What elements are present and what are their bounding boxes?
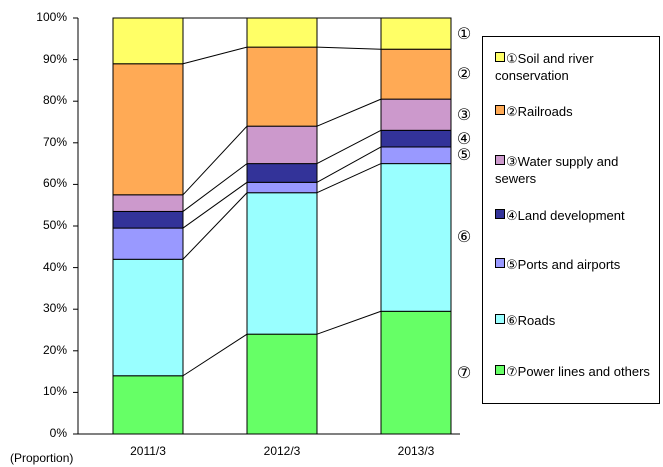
bar-segment	[112, 194, 184, 212]
legend-label: ⑤Ports and airports	[506, 257, 621, 272]
bar-segment	[246, 333, 318, 435]
legend-label: ④Land development	[506, 208, 625, 223]
connector-line	[182, 163, 248, 212]
bar-segment	[112, 375, 184, 435]
series-marker: ①	[456, 25, 472, 43]
legend: ①Soil and river conservation ②Railroads ③W…	[482, 36, 660, 404]
legend-swatch	[495, 314, 505, 324]
y-tick-label: 0%	[49, 426, 67, 440]
legend-label: ①Soil and river conservation	[495, 51, 594, 83]
bar-segment	[380, 48, 452, 100]
connector-line	[182, 181, 248, 229]
bar-segment	[112, 63, 184, 196]
bar-segment	[246, 125, 318, 165]
legend-swatch	[495, 105, 505, 115]
legend-label: ⑦Power lines and others	[506, 364, 650, 379]
legend-item: ⑤Ports and airports	[495, 256, 657, 273]
connector-line	[182, 46, 248, 65]
bar-segment	[380, 98, 452, 131]
legend-item: ④Land development	[495, 207, 657, 224]
unit-note: (Proportion)	[10, 451, 74, 465]
connector-line	[182, 192, 248, 260]
y-axis-tick-marks	[73, 17, 78, 435]
series-marker: ⑥	[456, 229, 472, 247]
x-tick-label: 2012/3	[263, 444, 301, 458]
y-tick-label: 60%	[42, 176, 67, 191]
bar-segment	[246, 163, 318, 183]
legend-swatch	[495, 209, 505, 219]
y-tick-label: 20%	[42, 342, 67, 357]
legend-swatch	[495, 365, 505, 375]
y-tick-label: 50%	[42, 218, 67, 232]
x-tick-label: 2013/3	[397, 444, 435, 458]
bar-segment	[112, 210, 184, 229]
y-tick-label: 30%	[42, 301, 67, 316]
connector-line	[316, 129, 382, 165]
bar-segment	[380, 17, 452, 50]
legend-item: ②Railroads	[495, 103, 657, 120]
bar-segment	[112, 258, 184, 377]
series-connector-lines	[182, 17, 382, 377]
legend-label: ⑥Roads	[506, 313, 556, 328]
series-marker: ②	[456, 66, 472, 84]
series-marker: ④	[456, 130, 472, 148]
connector-line	[182, 125, 248, 196]
bar-segment	[380, 146, 452, 165]
connector-line	[316, 310, 382, 335]
stacked-bars	[112, 17, 452, 435]
bar-segment	[380, 129, 452, 148]
y-tick-label: 90%	[42, 51, 67, 66]
legend-label: ③Water supply and sewers	[495, 154, 619, 186]
bar-segment	[246, 17, 318, 48]
bar-segment	[380, 310, 452, 435]
bar-segment	[246, 46, 318, 127]
series-marker: ③	[456, 106, 472, 124]
y-tick-label: 80%	[42, 93, 67, 108]
connector-line	[316, 163, 382, 194]
bar-segment	[112, 17, 184, 65]
y-tick-label: 100%	[36, 10, 67, 24]
legend-swatch	[495, 258, 505, 268]
legend-swatch	[495, 52, 505, 62]
series-marker: ⑦	[456, 364, 472, 382]
bar-segment	[112, 227, 184, 260]
y-tick-label: 40%	[42, 259, 67, 274]
legend-label: ②Railroads	[506, 104, 573, 119]
y-tick-label: 10%	[42, 384, 67, 399]
connector-line	[316, 146, 382, 183]
bar-segment	[380, 163, 452, 312]
legend-item: ③Water supply and sewers	[495, 153, 657, 187]
legend-swatch	[495, 155, 505, 165]
bar-segment	[246, 181, 318, 194]
legend-item: ①Soil and river conservation	[495, 50, 657, 84]
bar-segment	[246, 192, 318, 335]
series-marker: ⑤	[456, 147, 472, 165]
connector-line	[316, 46, 382, 50]
legend-item: ⑥Roads	[495, 312, 657, 329]
x-tick-label: 2011/3	[130, 444, 166, 458]
legend-item: ⑦Power lines and others	[495, 363, 657, 380]
y-tick-label: 70%	[42, 134, 67, 149]
connector-line	[316, 98, 382, 127]
connector-line	[182, 333, 248, 377]
